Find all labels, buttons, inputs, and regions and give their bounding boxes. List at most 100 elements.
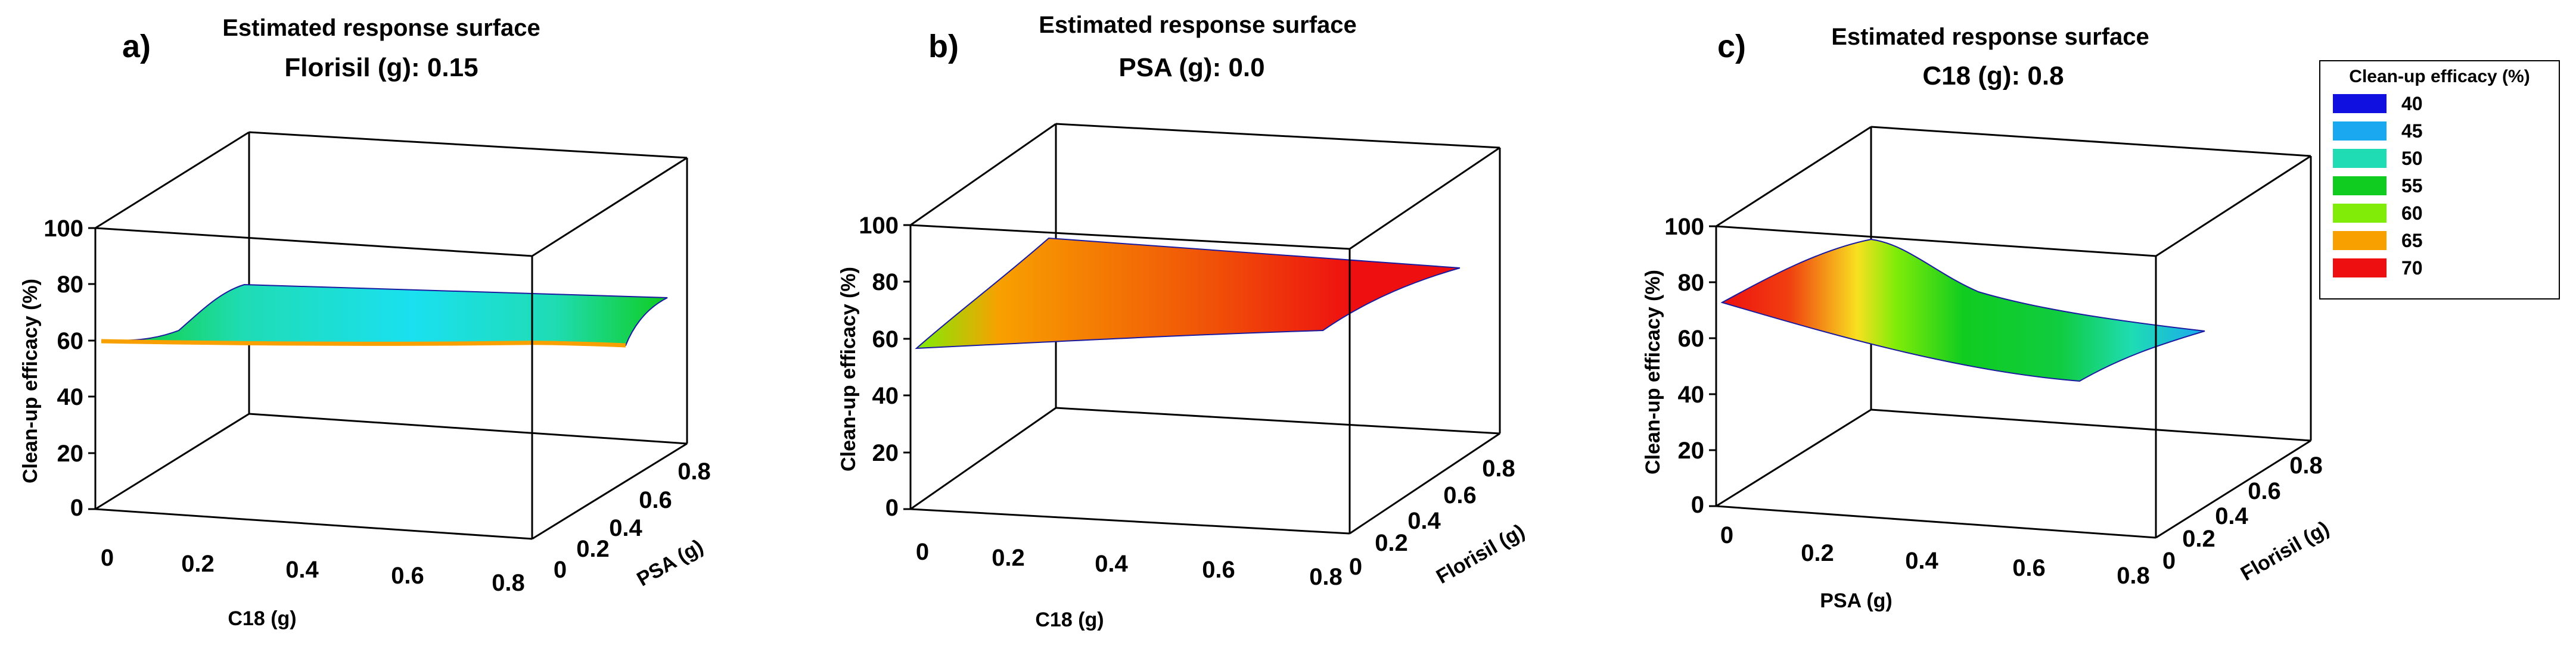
z-axis-label: Clean-up efficacy (%) xyxy=(837,267,860,472)
panel-label: b) xyxy=(928,29,959,64)
z-tick-label: 100 xyxy=(43,216,83,242)
z-tick-label: 100 xyxy=(859,213,899,239)
x-axis-label: C18 (g) xyxy=(228,607,296,630)
z-tick-label: 20 xyxy=(1678,438,1705,464)
x-tick-label: 0.8 xyxy=(2117,563,2150,589)
panel-a: a) Estimated response surface Florisil (… xyxy=(19,15,711,630)
x-tick-label: 0.4 xyxy=(1095,551,1128,577)
y-tick-label: 0.4 xyxy=(1407,508,1441,534)
legend-label: 55 xyxy=(2401,175,2423,196)
panel-b: b) Estimated response surface PSA (g): 0… xyxy=(837,12,1528,631)
y-axis-ticks: 0 0.2 0.4 0.6 0.8 xyxy=(1349,456,1515,580)
y-axis-ticks: 0 0.2 0.4 0.6 0.8 xyxy=(554,458,711,583)
legend-swatch xyxy=(2333,94,2387,113)
y-tick-label: 0 xyxy=(1349,554,1362,580)
y-tick-label: 0.8 xyxy=(1482,456,1515,482)
legend: Clean-up efficacy (%) 40 45 50 55 60 65 70 xyxy=(2319,60,2560,300)
response-surface xyxy=(915,237,1461,350)
axis-box-front xyxy=(909,146,1500,535)
panel-label: a) xyxy=(122,29,151,64)
legend-label: 60 xyxy=(2401,202,2423,224)
y-tick-label: 0.4 xyxy=(2215,503,2248,529)
legend-swatch xyxy=(2333,121,2387,141)
y-tick-label: 0.2 xyxy=(2182,526,2215,552)
x-axis-ticks: 0 0.2 0.4 0.6 0.8 xyxy=(1720,522,2150,589)
z-tick-label: 40 xyxy=(1678,382,1705,408)
axis-box-front xyxy=(94,157,688,540)
z-tick-label: 60 xyxy=(872,326,899,352)
z-tick-label: 60 xyxy=(1678,326,1705,352)
z-tick-label: 0 xyxy=(70,495,83,521)
x-tick-label: 0.6 xyxy=(391,563,424,589)
legend-swatch xyxy=(2333,258,2387,277)
y-tick-label: 0.2 xyxy=(1375,530,1408,556)
x-tick-label: 0.6 xyxy=(1202,557,1235,583)
response-surface xyxy=(101,283,668,347)
chart-title: Estimated response surface xyxy=(1831,24,2149,50)
x-tick-label: 0.4 xyxy=(1905,548,1938,574)
z-tick-label: 60 xyxy=(57,328,84,354)
z-tick-label: 100 xyxy=(1664,214,1704,240)
legend-label: 45 xyxy=(2401,120,2423,142)
x-axis-ticks: 0 0.2 0.4 0.6 0.8 xyxy=(101,545,525,596)
y-tick-label: 0.6 xyxy=(639,487,672,513)
y-axis-label: Florisil (g) xyxy=(2237,517,2333,585)
z-axis-ticks: 100 80 60 40 20 0 xyxy=(1664,214,1716,518)
z-tick-label: 0 xyxy=(885,495,899,521)
x-tick-label: 0.2 xyxy=(992,545,1025,571)
x-tick-label: 0.8 xyxy=(492,570,525,596)
z-tick-label: 80 xyxy=(872,269,899,295)
y-tick-label: 0.6 xyxy=(1443,482,1477,509)
chart-subtitle: PSA (g): 0.0 xyxy=(1118,53,1264,82)
z-axis-ticks: 100 80 60 40 20 0 xyxy=(43,216,95,521)
y-tick-label: 0 xyxy=(554,557,567,583)
z-axis-label: Clean-up efficacy (%) xyxy=(19,279,42,483)
panel-c: c) Estimated response surface C18 (g): 0… xyxy=(1642,24,2333,612)
legend-label: 70 xyxy=(2401,257,2423,279)
legend-label: 40 xyxy=(2401,93,2423,114)
y-tick-label: 0.6 xyxy=(2248,478,2281,504)
axis-box-back xyxy=(910,123,1501,510)
legend-label: 65 xyxy=(2401,230,2423,251)
y-tick-label: 0.2 xyxy=(576,536,610,562)
y-axis-label: PSA (g) xyxy=(633,535,707,591)
legend-swatch xyxy=(2333,204,2387,223)
axis-box-back xyxy=(1716,126,2312,507)
y-tick-label: 0 xyxy=(2162,548,2176,574)
x-axis-label: C18 (g) xyxy=(1035,609,1104,631)
legend-title: Clean-up efficacy (%) xyxy=(2349,67,2530,86)
x-tick-label: 0.4 xyxy=(285,557,319,583)
panel-label: c) xyxy=(1717,29,1746,64)
chart-title: Estimated response surface xyxy=(1039,12,1357,38)
z-axis-ticks: 100 80 60 40 20 0 xyxy=(859,213,911,521)
x-tick-label: 0.6 xyxy=(2012,555,2046,581)
axis-box-back xyxy=(95,131,688,510)
surface-front-edge xyxy=(101,339,626,348)
legend-swatch xyxy=(2333,231,2387,250)
z-tick-label: 20 xyxy=(872,440,899,466)
y-axis-label: Florisil (g) xyxy=(1433,520,1528,588)
y-axis-ticks: 0 0.2 0.4 0.6 0.8 xyxy=(2162,453,2323,574)
x-axis-ticks: 0 0.2 0.4 0.6 0.8 xyxy=(916,539,1343,590)
chart-title: Estimated response surface xyxy=(222,15,540,41)
x-axis-label: PSA (g) xyxy=(1820,589,1893,612)
x-tick-label: 0 xyxy=(1720,522,1733,548)
z-tick-label: 20 xyxy=(57,441,84,467)
y-tick-label: 0.8 xyxy=(2289,453,2323,479)
legend-label: 50 xyxy=(2401,148,2423,169)
z-tick-label: 80 xyxy=(57,272,84,298)
legend-swatch xyxy=(2333,176,2387,195)
x-tick-label: 0 xyxy=(916,539,929,565)
z-tick-label: 80 xyxy=(1678,270,1705,296)
z-axis-label: Clean-up efficacy (%) xyxy=(1642,270,1664,475)
x-tick-label: 0.2 xyxy=(181,551,215,577)
x-tick-label: 0 xyxy=(101,545,114,571)
legend-swatch xyxy=(2333,149,2387,168)
x-tick-label: 0.2 xyxy=(1801,540,1834,566)
legend-items: 40 45 50 55 60 65 70 xyxy=(2333,93,2423,279)
z-tick-label: 40 xyxy=(57,384,84,410)
axis-box-front xyxy=(1715,155,2311,539)
response-surface xyxy=(1720,238,2205,382)
x-tick-label: 0.8 xyxy=(1309,564,1343,590)
